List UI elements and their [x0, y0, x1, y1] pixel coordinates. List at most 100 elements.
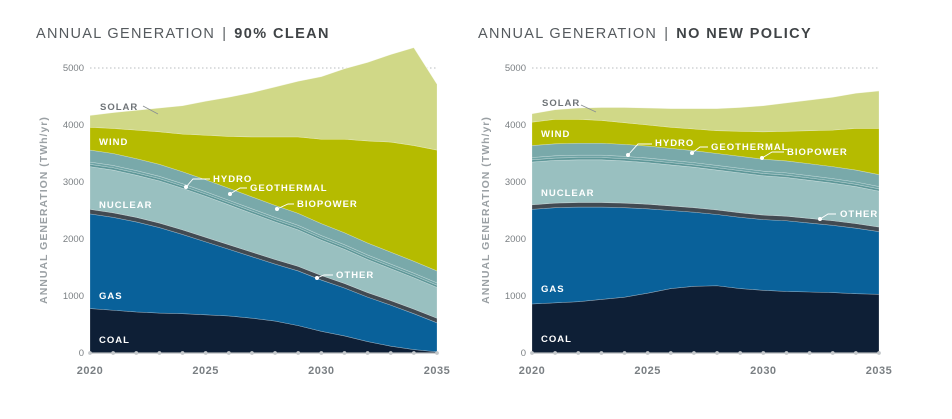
- y-tick-label: 1000: [505, 291, 526, 302]
- y-tick-label: 2000: [63, 234, 84, 245]
- chart-panel-no-new-policy: ANNUAL GENERATION | NO NEW POLICY 0 1000 200…: [442, 0, 908, 419]
- x-axis-dot: [877, 351, 881, 355]
- series-label-hydro: HYDRO: [655, 138, 694, 149]
- callout-line-geothermal: [691, 146, 708, 154]
- series-label-other: OTHER: [336, 270, 374, 281]
- y-axis-title: ANNUAL GENERATION (TWh/yr): [38, 116, 50, 304]
- x-tick-label: 2020: [519, 365, 545, 377]
- x-axis-dot: [411, 351, 416, 355]
- x-axis-dot: [553, 351, 558, 355]
- chart-title-text: ANNUAL GENERATION: [478, 26, 658, 42]
- stacked-area-chart-no-new-policy: 0 1000 2000 3000 4000 5000 2020 2025 2030 2035 ANN…: [480, 63, 892, 377]
- x-tick-label: 2025: [634, 365, 660, 377]
- y-tick-label: 3000: [63, 177, 84, 188]
- x-axis-dot: [622, 351, 627, 355]
- x-axis-dot: [738, 351, 743, 355]
- y-axis-title: ANNUAL GENERATION (TWh/yr): [480, 116, 492, 304]
- callout-line-biopower: [276, 203, 294, 210]
- x-axis-dot: [576, 351, 581, 355]
- series-label-geothermal: GEOTHERMAL: [250, 183, 328, 194]
- x-axis-dot: [273, 351, 277, 355]
- callout-dot-geothermal: [690, 151, 694, 155]
- x-axis-dot: [715, 351, 719, 355]
- callout-line-geothermal: [229, 187, 247, 195]
- callout-line-solar: [142, 105, 159, 115]
- x-axis-dot: [645, 351, 650, 355]
- x-axis-dot: [807, 351, 812, 355]
- x-axis-dot: [203, 351, 208, 355]
- series-label-nuclear: NUCLEAR: [541, 188, 594, 199]
- x-tick-label: 2020: [77, 365, 103, 377]
- series-label-biopower: BIOPOWER: [297, 199, 358, 210]
- y-tick-label: 0: [79, 348, 84, 359]
- x-axis-dot: [668, 351, 673, 355]
- y-tick-label: 0: [521, 348, 526, 359]
- total-outline: [531, 90, 880, 114]
- callout-line-hydro: [627, 143, 652, 156]
- series-label-solar: SOLAR: [100, 102, 138, 113]
- x-axis-dot: [250, 351, 254, 355]
- y-tick-label: 2000: [505, 234, 526, 245]
- series-label-biopower: BIOPOWER: [787, 147, 848, 158]
- callout-line-other: [819, 213, 836, 220]
- x-axis-dot: [692, 351, 696, 355]
- callout-dot-biopower: [275, 207, 279, 211]
- callout-dot-other: [818, 217, 822, 221]
- x-tick-label: 2035: [866, 365, 892, 377]
- x-axis-dot: [319, 351, 324, 355]
- x-axis-dot: [88, 351, 92, 355]
- x-axis-dot: [296, 351, 301, 355]
- series-label-wind: WIND: [541, 129, 570, 140]
- x-axis-dot: [784, 351, 789, 355]
- callout-line-hydro: [185, 178, 210, 188]
- x-axis-dot: [111, 351, 116, 355]
- callout-line-biopower: [761, 151, 784, 159]
- y-tick-label: 4000: [505, 120, 526, 131]
- callout-dot-biopower: [760, 156, 764, 160]
- series-label-other: OTHER: [840, 209, 878, 220]
- series-label-gas: GAS: [99, 291, 123, 302]
- x-axis-dot: [180, 351, 185, 355]
- x-axis-dot: [435, 351, 439, 355]
- callout-dot-geothermal: [228, 192, 232, 196]
- x-axis-dot: [157, 351, 162, 355]
- y-tick-label: 3000: [505, 177, 526, 188]
- x-axis-dot: [761, 351, 766, 355]
- y-tick-label: 5000: [63, 63, 84, 74]
- x-tick-label: 2030: [308, 365, 334, 377]
- callout-dot-hydro: [184, 185, 188, 189]
- stacked-area-chart-90-clean: 0 1000 2000 3000 4000 5000 2020 2025 2030 2035 ANN…: [38, 47, 450, 377]
- y-tick-label: 4000: [63, 120, 84, 131]
- series-label-gas: GAS: [541, 284, 565, 295]
- y-tick-label: 1000: [63, 291, 84, 302]
- series-label-coal: COAL: [541, 334, 572, 345]
- x-axis-dot: [830, 351, 835, 355]
- chart-panel-90-clean: ANNUAL GENERATION | 90% CLEAN 0 1000 2000 300…: [0, 0, 466, 419]
- series-label-geothermal: GEOTHERMAL: [711, 142, 789, 153]
- x-tick-label: 2035: [424, 365, 450, 377]
- series-label-wind: WIND: [99, 137, 128, 148]
- x-axis-dot: [530, 351, 534, 355]
- series-label-nuclear: NUCLEAR: [99, 200, 152, 211]
- chart-title: ANNUAL GENERATION | 90% CLEAN: [36, 26, 330, 42]
- y-tick-label: 5000: [505, 63, 526, 74]
- x-axis-dot: [365, 351, 370, 355]
- callout-dot-other: [315, 276, 319, 280]
- chart-subtitle: NO NEW POLICY: [676, 26, 813, 42]
- title-separator: |: [222, 26, 228, 42]
- x-axis-dot: [226, 351, 231, 355]
- chart-subtitle: 90% CLEAN: [234, 26, 330, 42]
- x-tick-label: 2025: [192, 365, 218, 377]
- chart-title: ANNUAL GENERATION | NO NEW POLICY: [478, 26, 812, 42]
- series-label-solar: SOLAR: [542, 98, 580, 109]
- x-axis-dot: [134, 351, 139, 355]
- series-label-hydro: HYDRO: [213, 174, 252, 185]
- callout-line-other: [316, 274, 333, 279]
- x-axis-dot: [599, 351, 604, 355]
- chart-title-text: ANNUAL GENERATION: [36, 26, 216, 42]
- x-axis-dot: [388, 351, 393, 355]
- title-separator: |: [664, 26, 670, 42]
- x-tick-label: 2030: [750, 365, 776, 377]
- x-axis-dot: [342, 351, 347, 355]
- callout-dot-hydro: [626, 153, 630, 157]
